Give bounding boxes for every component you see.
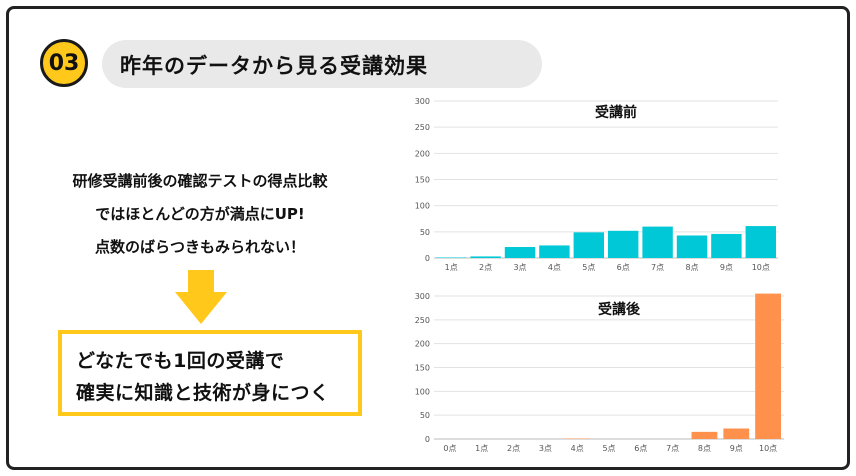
chart-1-xtick-label: 0点 [443, 444, 456, 453]
chart-0-xtick-label: 9点 [720, 263, 733, 272]
chart-0-xtick-label: 3点 [513, 263, 526, 272]
description-line-1: 研修受講前後の確認テストの得点比較 [72, 172, 328, 190]
chart-0-bar [608, 230, 639, 258]
section-number-badge: 03 [40, 39, 88, 87]
chart-0-bar [711, 233, 742, 258]
chart-after: 0 50 100 150 200 250 300 0点 1点 2点 3点 4点 5点 6点 7点 8点 9点 10… [415, 292, 784, 453]
chart-1-ytick-label: 250 [415, 316, 430, 325]
description-line-2: ではほとんどの方が満点にUP! [95, 205, 305, 223]
callout-line-1: どなたでも1回の受講で [76, 350, 285, 372]
description-line-3: 点数のばらつきもみられない！ [94, 238, 305, 256]
down-arrow-icon [175, 270, 227, 324]
chart-0-bar [642, 226, 673, 258]
chart-1-ytick-label: 300 [415, 292, 430, 301]
chart-1-ytick-label: 150 [415, 364, 430, 373]
chart-1-xtick-label: 2点 [507, 444, 520, 453]
chart-1-xtick-label: 4点 [571, 444, 584, 453]
chart-0-xtick-label: 2点 [479, 263, 492, 272]
chart-1-bar [691, 431, 718, 439]
callout-box: どなたでも1回の受講で 確実に知識と技術が身につく [58, 330, 362, 416]
section-title: 昨年のデータから見る受講効果 [120, 54, 428, 78]
chart-1-xtick-label: 3点 [539, 444, 552, 453]
chart-1-xtick-label: 9点 [730, 444, 743, 453]
chart-0-bar [745, 226, 776, 258]
chart-1-ytick-label: 100 [415, 387, 430, 396]
chart-0-ytick-label: 150 [415, 176, 430, 185]
chart-1-xtick-label: 1点 [475, 444, 488, 453]
chart-0-bar [539, 245, 570, 258]
chart-0-bar [436, 257, 467, 258]
chart-1-xtick-label: 5点 [602, 444, 615, 453]
chart-1-xtick-label: 7点 [666, 444, 679, 453]
chart-0-xtick-label: 5点 [582, 263, 595, 272]
chart-0-bar [573, 232, 604, 258]
chart-0-title: 受講前 [595, 104, 637, 121]
chart-0-xtick-label: 7点 [651, 263, 664, 272]
chart-1-xtick-label: 10点 [759, 444, 777, 453]
chart-0-ytick-label: 50 [420, 228, 430, 237]
chart-0-bar [676, 235, 708, 258]
chart-0-xtick-label: 4点 [548, 263, 561, 272]
title-banner [102, 40, 542, 88]
chart-1-ytick-label: 0 [425, 435, 430, 444]
chart-1-bar [755, 293, 781, 439]
chart-1-bar [723, 428, 750, 439]
chart-0-ytick-label: 100 [415, 202, 430, 211]
chart-0-ytick-label: 200 [415, 149, 430, 158]
chart-1-xtick-label: 6点 [634, 444, 647, 453]
chart-0-bar [470, 256, 501, 258]
chart-0-ytick-label: 250 [415, 123, 430, 132]
chart-before: 0 50 100 150 200 250 300 1点 2点 3点 4点 5点 6点 7点 8点 9点 10点 受… [415, 97, 778, 272]
chart-1-ytick-label: 200 [415, 340, 430, 349]
chart-0-ytick-label: 300 [415, 97, 430, 106]
chart-0-xtick-label: 1点 [445, 263, 458, 272]
chart-1-xtick-label: 8点 [698, 444, 711, 453]
chart-0-ytick-label: 0 [425, 254, 430, 263]
chart-0-xtick-label: 8点 [685, 263, 698, 272]
callout-line-2: 確実に知識と技術が身につく [76, 382, 330, 404]
chart-1-ytick-label: 50 [420, 411, 430, 420]
chart-0-xtick-label: 6点 [617, 263, 630, 272]
chart-1-title: 受講後 [598, 301, 641, 318]
chart-0-xtick-label: 10点 [752, 263, 770, 272]
chart-0-bar [504, 247, 536, 258]
